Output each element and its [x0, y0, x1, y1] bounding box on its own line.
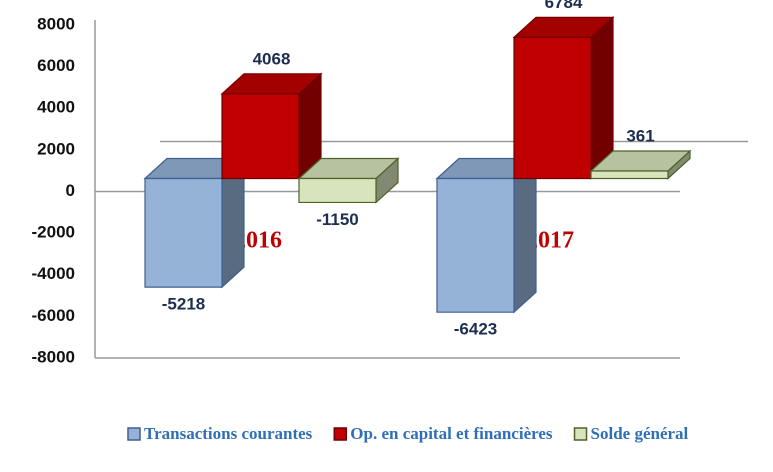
value-label: 361: [626, 126, 654, 145]
legend-label: Transactions courantes: [144, 424, 313, 443]
y-tick-label: 8000: [37, 14, 75, 33]
bar-front: [221, 93, 300, 180]
value-label: -1150: [316, 210, 359, 229]
bar-front: [590, 170, 669, 180]
value-label: -5218: [162, 295, 205, 314]
bar: [220, 72, 323, 180]
bar-side: [513, 157, 537, 314]
bar: [297, 157, 400, 204]
legend-swatch: [333, 427, 348, 441]
value-label: 4068: [253, 49, 291, 68]
y-tick-label: -2000: [32, 223, 75, 242]
y-tick-label: 2000: [37, 139, 75, 158]
bar-front: [298, 177, 377, 204]
bar: [589, 149, 692, 180]
legend-swatch: [573, 427, 588, 441]
y-tick-label: 6000: [37, 56, 75, 75]
value-label: 6784: [545, 0, 583, 12]
y-tick-label: -8000: [32, 347, 75, 366]
bar: [143, 157, 246, 289]
bar-front: [513, 36, 592, 180]
bar: [435, 157, 538, 314]
y-tick-label: -6000: [32, 306, 75, 325]
bar: [512, 15, 615, 180]
legend-label: Solde général: [591, 424, 689, 443]
y-tick-label: 0: [66, 181, 75, 200]
y-tick-label: -4000: [32, 264, 75, 283]
legend-swatch: [127, 427, 141, 441]
y-tick-label: 4000: [37, 98, 75, 117]
value-label: -6423: [454, 320, 497, 339]
legend-label: Op. en capital et financières: [350, 424, 553, 443]
bar-front: [144, 177, 223, 288]
bar-front: [436, 177, 515, 313]
